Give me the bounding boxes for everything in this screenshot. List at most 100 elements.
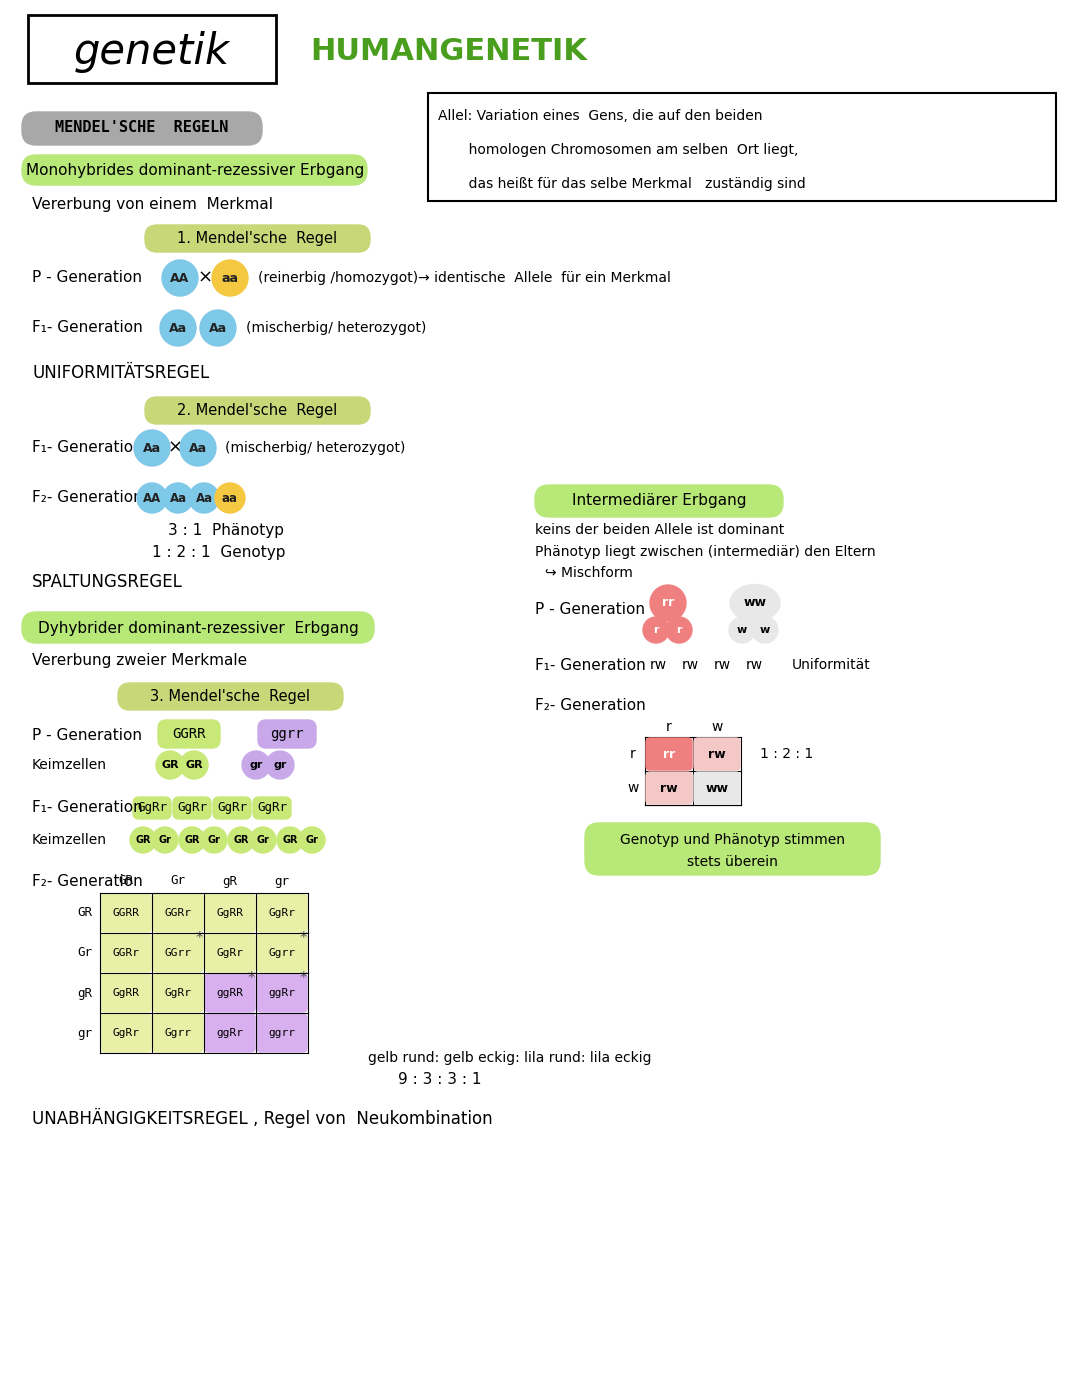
Text: stets überein: stets überein (687, 855, 778, 869)
Text: 3 : 1  Phänotyp: 3 : 1 Phänotyp (168, 522, 284, 538)
Text: GgRr: GgRr (269, 908, 296, 918)
Circle shape (729, 617, 755, 643)
FancyBboxPatch shape (257, 1014, 307, 1052)
Text: Intermediärer Erbgang: Intermediärer Erbgang (571, 493, 746, 509)
Text: aa: aa (221, 271, 239, 285)
Text: aa: aa (222, 492, 238, 504)
FancyBboxPatch shape (205, 894, 255, 932)
Text: r: r (630, 747, 636, 761)
Circle shape (162, 260, 198, 296)
Circle shape (180, 752, 208, 780)
Ellipse shape (730, 584, 780, 622)
Text: GGRR: GGRR (172, 726, 206, 740)
Text: GgRr: GgRr (217, 802, 247, 814)
FancyBboxPatch shape (213, 798, 251, 819)
Text: MENDEL'SCHE  REGELN: MENDEL'SCHE REGELN (55, 120, 229, 136)
Text: GR: GR (282, 835, 298, 845)
Text: Vererbung zweier Merkmale: Vererbung zweier Merkmale (32, 652, 247, 668)
Text: (mischerbig/ heterozygot): (mischerbig/ heterozygot) (225, 441, 405, 455)
Text: F₁- Generation: F₁- Generation (32, 800, 143, 816)
FancyBboxPatch shape (158, 719, 220, 747)
FancyBboxPatch shape (153, 1014, 203, 1052)
Text: (mischerbig/ heterozygot): (mischerbig/ heterozygot) (246, 321, 427, 335)
FancyBboxPatch shape (153, 974, 203, 1011)
Text: ×: × (167, 439, 183, 457)
Text: gr: gr (274, 875, 289, 887)
Text: ggRr: ggRr (216, 1028, 243, 1038)
FancyBboxPatch shape (585, 823, 880, 875)
Text: GGRr: GGRr (112, 949, 139, 958)
Text: GgRr: GgRr (216, 949, 243, 958)
Text: w: w (627, 781, 638, 795)
Text: Gr: Gr (207, 835, 220, 845)
Circle shape (130, 827, 156, 854)
Text: AA: AA (143, 492, 161, 504)
Text: GgRr: GgRr (257, 802, 287, 814)
Text: ggrr: ggrr (269, 1028, 296, 1038)
Text: GR: GR (185, 760, 203, 770)
Text: gr: gr (249, 760, 262, 770)
Text: Vererbung von einem  Merkmal: Vererbung von einem Merkmal (32, 197, 273, 212)
Circle shape (266, 752, 294, 780)
FancyBboxPatch shape (205, 1014, 255, 1052)
Text: Monohybrides dominant-rezessiver Erbgang: Monohybrides dominant-rezessiver Erbgang (26, 162, 364, 177)
Text: GR: GR (135, 835, 151, 845)
Text: UNABHÄNGIGKEITSREGEL , Regel von  Neukombination: UNABHÄNGIGKEITSREGEL , Regel von Neukomb… (32, 1108, 492, 1127)
Text: ggrr: ggrr (270, 726, 303, 740)
Text: gelb rund: gelb eckig: lila rund: lila eckig: gelb rund: gelb eckig: lila rund: lila e… (368, 1051, 651, 1065)
Text: Dyhybrider dominant-rezessiver  Erbgang: Dyhybrider dominant-rezessiver Erbgang (38, 620, 359, 636)
Text: Gr: Gr (257, 835, 269, 845)
Circle shape (752, 617, 778, 643)
Text: r: r (666, 719, 672, 733)
Circle shape (200, 310, 237, 346)
FancyBboxPatch shape (102, 1014, 151, 1052)
FancyBboxPatch shape (258, 719, 316, 747)
Text: (reinerbig /homozygot)→ identische  Allele  für ein Merkmal: (reinerbig /homozygot)→ identische Allel… (258, 271, 671, 285)
Text: Aa: Aa (170, 492, 187, 504)
Text: F₁- Generation: F₁- Generation (535, 658, 646, 672)
FancyBboxPatch shape (102, 974, 151, 1011)
Text: F₁- Generation: F₁- Generation (32, 440, 143, 455)
Text: keins der beiden Allele ist dominant: keins der beiden Allele ist dominant (535, 522, 784, 536)
FancyBboxPatch shape (694, 738, 740, 770)
Text: ww: ww (743, 597, 767, 609)
FancyBboxPatch shape (257, 935, 307, 972)
Text: Gr: Gr (306, 835, 319, 845)
Text: UNIFORMITÄTSREGEL: UNIFORMITÄTSREGEL (32, 365, 210, 381)
Text: ww: ww (705, 781, 729, 795)
Circle shape (650, 585, 686, 622)
Text: gR: gR (78, 986, 93, 999)
Text: F₂- Generation: F₂- Generation (32, 875, 143, 890)
Text: 3. Mendel'sche  Regel: 3. Mendel'sche Regel (150, 689, 310, 704)
Circle shape (189, 483, 219, 513)
Circle shape (137, 483, 167, 513)
Text: 2. Mendel'sche  Regel: 2. Mendel'sche Regel (177, 402, 337, 418)
FancyBboxPatch shape (173, 798, 211, 819)
Text: r: r (676, 624, 681, 636)
Text: P - Generation: P - Generation (32, 728, 141, 742)
Text: gr: gr (78, 1027, 93, 1039)
Text: r: r (653, 624, 659, 636)
Text: GgRR: GgRR (112, 988, 139, 997)
Text: Aa: Aa (168, 321, 187, 334)
FancyBboxPatch shape (205, 935, 255, 972)
Text: rw: rw (649, 658, 666, 672)
Text: GgRr: GgRr (137, 802, 167, 814)
Text: GR: GR (185, 835, 200, 845)
Circle shape (160, 310, 195, 346)
Text: *: * (247, 971, 255, 986)
Text: ↪ Mischform: ↪ Mischform (545, 566, 633, 580)
Text: GgRr: GgRr (164, 988, 191, 997)
Text: *: * (195, 932, 203, 947)
FancyBboxPatch shape (257, 894, 307, 932)
Circle shape (152, 827, 178, 854)
Text: GR: GR (78, 907, 93, 919)
FancyBboxPatch shape (145, 397, 370, 425)
Text: 9 : 3 : 3 : 1: 9 : 3 : 3 : 1 (399, 1073, 482, 1087)
Text: P - Generation: P - Generation (535, 602, 645, 617)
Text: Keimzellen: Keimzellen (32, 833, 107, 847)
FancyBboxPatch shape (133, 798, 171, 819)
FancyBboxPatch shape (102, 894, 151, 932)
Text: Aa: Aa (208, 321, 227, 334)
FancyBboxPatch shape (253, 798, 291, 819)
